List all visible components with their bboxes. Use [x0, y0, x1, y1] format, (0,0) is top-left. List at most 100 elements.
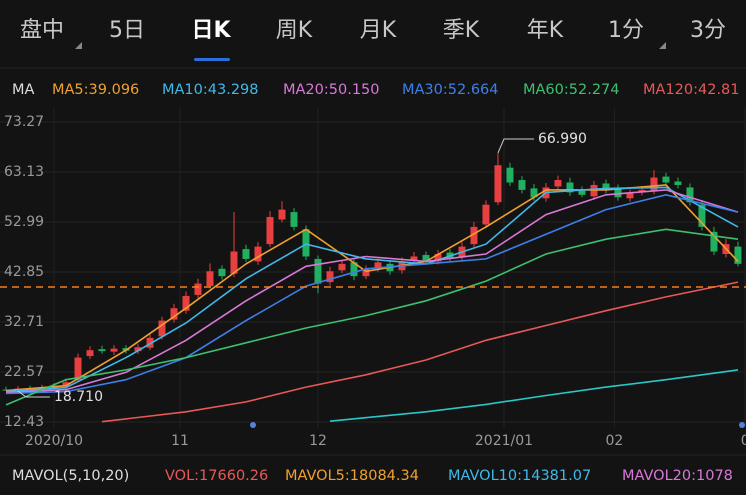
- candle-body: [242, 249, 250, 259]
- candle-body: [602, 183, 610, 190]
- tab[interactable]: 季K: [443, 18, 480, 43]
- x-tick-label: 2020/10: [25, 433, 83, 449]
- annotation-label: 66.990: [538, 131, 587, 147]
- moving-average-line: [5, 189, 739, 394]
- moving-average-line: [329, 369, 739, 422]
- candle-body: [62, 382, 70, 386]
- candle-body: [254, 246, 262, 262]
- candle-body: [278, 209, 286, 220]
- candle-body: [182, 295, 190, 311]
- y-tick-label: 22.57: [4, 364, 44, 380]
- candle-body: [614, 188, 622, 198]
- candle-body: [110, 348, 118, 352]
- candle-body: [662, 176, 670, 183]
- candle-body: [698, 204, 706, 227]
- y-tick-label: 42.85: [4, 264, 44, 280]
- candle-body: [410, 256, 418, 261]
- ma-legend: MA60:52.274: [523, 82, 620, 98]
- candle-body: [650, 177, 658, 192]
- candle-body: [374, 262, 382, 269]
- dropdown-arrow: [659, 42, 666, 49]
- vol-legend: VOL:17660.26: [165, 468, 268, 484]
- candle-body: [422, 254, 430, 261]
- vol-legend: MAVOL5:18084.34: [285, 468, 419, 484]
- candle-body: [566, 182, 574, 193]
- event-dot: [250, 422, 256, 428]
- tab[interactable]: 3分: [690, 18, 726, 43]
- annotation-leader: [497, 138, 534, 154]
- x-tick-label: 2021/01: [475, 433, 533, 449]
- candle-body: [626, 193, 634, 199]
- moving-average-line: [5, 193, 739, 395]
- candle-body: [86, 350, 94, 357]
- ma-legend: MA20:50.150: [283, 82, 380, 98]
- candle-body: [506, 167, 514, 183]
- moving-average-line: [5, 228, 739, 406]
- tab[interactable]: 盘中: [20, 18, 64, 43]
- x-tick-label: 12: [309, 433, 327, 449]
- moving-average-line: [101, 281, 739, 423]
- tab[interactable]: 周K: [276, 18, 313, 43]
- y-tick-label: 12.43: [4, 414, 44, 430]
- x-tick-label: 11: [171, 433, 189, 449]
- y-tick-label: 52.99: [4, 214, 44, 230]
- x-tick-label: 0: [741, 433, 746, 449]
- candle-body: [338, 263, 346, 271]
- candle-body: [734, 246, 742, 264]
- candle-body: [482, 204, 490, 225]
- annotation-leader: [17, 390, 50, 398]
- ma-legend: MA10:43.298: [162, 82, 259, 98]
- candle-body: [674, 181, 682, 185]
- candle-body: [230, 251, 238, 274]
- annotation-label: 18.710: [54, 389, 103, 405]
- y-tick-label: 63.13: [4, 164, 44, 180]
- candle-body: [146, 337, 154, 348]
- candle-body: [470, 226, 478, 245]
- candle-body: [350, 262, 358, 277]
- candle-body: [326, 271, 334, 283]
- candle-body: [518, 180, 526, 190]
- vol-legend: MAVOL10:14381.07: [448, 468, 591, 484]
- candle-body: [362, 268, 370, 277]
- candle-body: [206, 271, 214, 287]
- event-dot: [739, 422, 745, 428]
- vol-legend: MAVOL20:1078: [622, 468, 733, 484]
- candle-body: [266, 217, 274, 245]
- active-tab-underline: [194, 58, 230, 61]
- ma-legend: MA: [12, 82, 35, 98]
- tab[interactable]: 5日: [109, 18, 145, 43]
- candle-body: [194, 283, 202, 295]
- candle-body: [434, 254, 442, 262]
- candle-body: [170, 308, 178, 320]
- ma-legend: MA5:39.096: [52, 82, 139, 98]
- y-tick-label: 73.27: [4, 114, 44, 130]
- tab[interactable]: 日K: [191, 18, 231, 43]
- moving-average-line: [5, 184, 739, 392]
- x-tick-label: 02: [605, 433, 623, 449]
- candle-body: [98, 349, 106, 352]
- candle-body: [314, 258, 322, 284]
- candle-body: [134, 347, 142, 352]
- moving-average-line: [5, 186, 739, 393]
- candle-body: [218, 268, 226, 277]
- candle-body: [578, 190, 586, 195]
- tab[interactable]: 1分: [608, 18, 644, 43]
- candle-body: [554, 180, 562, 187]
- ma-legend: MA30:52.664: [402, 82, 499, 98]
- ma-legend: MA120:42.81: [643, 82, 740, 98]
- candle-body: [710, 231, 718, 252]
- tab[interactable]: 月K: [360, 18, 397, 43]
- dropdown-arrow: [75, 42, 82, 49]
- candle-body: [686, 187, 694, 203]
- vol-legend: MAVOL(5,10,20): [12, 468, 129, 484]
- candle-body: [530, 188, 538, 198]
- candle-body: [290, 212, 298, 227]
- candle-body: [494, 165, 502, 203]
- candle-body: [74, 357, 82, 380]
- candle-body: [158, 320, 166, 337]
- candle-body: [302, 229, 310, 257]
- tab[interactable]: 年K: [527, 18, 564, 43]
- y-tick-label: 32.71: [4, 314, 44, 330]
